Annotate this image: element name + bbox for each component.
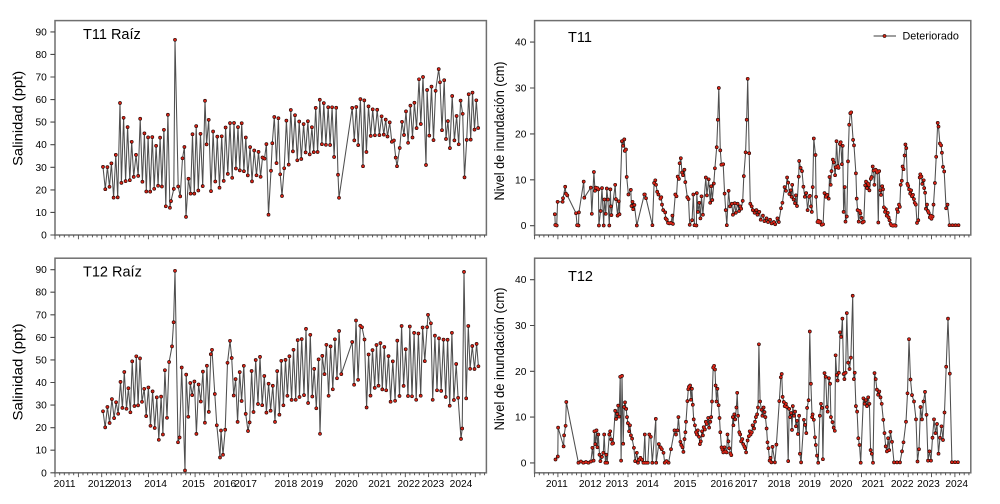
svg-text:2022: 2022 xyxy=(397,479,420,490)
svg-text:2017: 2017 xyxy=(234,479,257,490)
svg-text:30: 30 xyxy=(515,84,527,95)
svg-text:90: 90 xyxy=(35,265,47,276)
svg-text:70: 70 xyxy=(35,310,47,321)
svg-text:2015: 2015 xyxy=(182,479,205,490)
svg-text:2024: 2024 xyxy=(450,479,473,490)
svg-text:30: 30 xyxy=(515,321,527,332)
svg-text:2012: 2012 xyxy=(88,479,111,490)
svg-text:40: 40 xyxy=(515,38,527,49)
svg-text:10: 10 xyxy=(515,413,527,424)
svg-text:30: 30 xyxy=(35,163,47,174)
svg-text:2023: 2023 xyxy=(917,479,940,490)
svg-text:2011: 2011 xyxy=(54,479,76,490)
svg-text:2017: 2017 xyxy=(735,479,758,490)
svg-text:2014: 2014 xyxy=(144,479,167,490)
svg-text:70: 70 xyxy=(35,73,47,84)
svg-text:2013: 2013 xyxy=(109,479,132,490)
svg-text:10: 10 xyxy=(515,175,527,186)
svg-text:T12 Raíz: T12 Raíz xyxy=(83,265,142,281)
svg-text:Nivel de inundación (cm): Nivel de inundación (cm) xyxy=(491,62,507,201)
svg-text:2014: 2014 xyxy=(636,479,659,490)
svg-text:10: 10 xyxy=(35,446,47,457)
svg-text:2022: 2022 xyxy=(891,479,914,490)
svg-text:2023: 2023 xyxy=(422,479,445,490)
svg-text:2016: 2016 xyxy=(213,479,236,490)
svg-text:80: 80 xyxy=(35,50,47,61)
svg-text:2020: 2020 xyxy=(335,479,358,490)
svg-text:0: 0 xyxy=(41,231,47,242)
svg-text:50: 50 xyxy=(35,355,47,366)
svg-text:2021: 2021 xyxy=(368,479,391,490)
svg-text:2019: 2019 xyxy=(301,479,324,490)
svg-text:20: 20 xyxy=(35,423,47,434)
svg-text:2018: 2018 xyxy=(275,479,298,490)
svg-text:T11: T11 xyxy=(568,30,592,46)
svg-text:40: 40 xyxy=(35,378,47,389)
svg-text:90: 90 xyxy=(35,27,47,38)
svg-text:80: 80 xyxy=(35,288,47,299)
svg-text:2016: 2016 xyxy=(710,479,733,490)
svg-text:2024: 2024 xyxy=(945,479,968,490)
svg-text:2021: 2021 xyxy=(862,479,885,490)
svg-text:2020: 2020 xyxy=(830,479,853,490)
svg-text:2011: 2011 xyxy=(546,479,568,490)
svg-text:2018: 2018 xyxy=(768,479,791,490)
svg-text:40: 40 xyxy=(35,140,47,151)
svg-text:60: 60 xyxy=(35,333,47,344)
svg-text:2019: 2019 xyxy=(798,479,821,490)
svg-text:0: 0 xyxy=(521,458,527,469)
svg-text:10: 10 xyxy=(35,208,47,219)
svg-text:40: 40 xyxy=(515,275,527,286)
svg-text:Salinidad (ppt): Salinidad (ppt) xyxy=(10,71,26,166)
svg-text:T11 Raíz: T11 Raíz xyxy=(83,27,141,43)
svg-text:0: 0 xyxy=(521,221,527,232)
svg-text:30: 30 xyxy=(35,401,47,412)
svg-text:20: 20 xyxy=(35,185,47,196)
svg-text:0: 0 xyxy=(41,468,47,479)
svg-text:Deteriorado: Deteriorado xyxy=(903,31,959,43)
svg-text:Salinidad (ppt): Salinidad (ppt) xyxy=(10,324,26,421)
svg-text:2012: 2012 xyxy=(579,479,602,490)
svg-text:50: 50 xyxy=(35,118,47,129)
svg-text:20: 20 xyxy=(515,129,527,140)
svg-text:20: 20 xyxy=(515,367,527,378)
svg-text:60: 60 xyxy=(35,95,47,106)
svg-text:2015: 2015 xyxy=(674,479,697,490)
svg-text:Nivel de inundación (cm): Nivel de inundación (cm) xyxy=(491,288,507,431)
svg-text:2013: 2013 xyxy=(606,479,629,490)
svg-text:T12: T12 xyxy=(568,269,593,285)
